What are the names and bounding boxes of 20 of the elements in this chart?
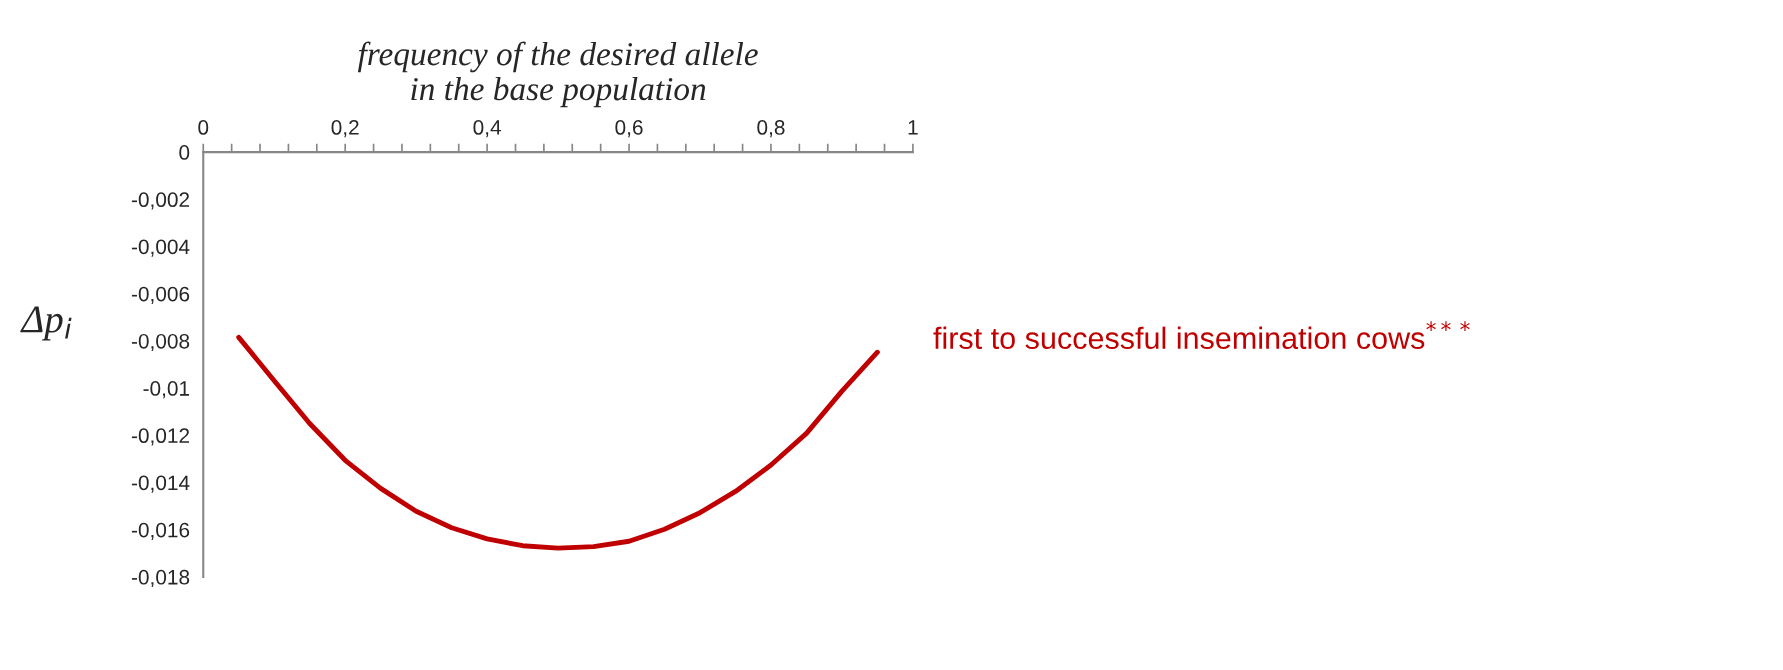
x-tick-label: 1 xyxy=(908,120,918,135)
y-axis-title: Δp$_{i}$ xyxy=(20,306,72,341)
x-axis-title: frequency of the desired allele in the base population xyxy=(357,41,758,108)
series-label: first to successful insemination cows$^{***}$ xyxy=(933,321,1470,350)
x-tick-label: 0,6 xyxy=(615,120,643,138)
y-tick-label: 0 xyxy=(179,145,190,160)
x-tick-label: 0,2 xyxy=(331,120,359,138)
x-tick-label: 0,4 xyxy=(473,120,501,138)
y-tick-label: -0,012 xyxy=(131,428,190,446)
y-tick-label: -0,01 xyxy=(143,381,190,399)
y-tick-label: -0,008 xyxy=(131,333,190,352)
y-tick-label: -0,016 xyxy=(131,522,190,540)
x-tick-label: 0 xyxy=(198,120,209,135)
line-series xyxy=(236,334,880,551)
y-tick-label: -0,004 xyxy=(131,239,190,257)
x-tick-label: 0,8 xyxy=(757,120,785,138)
y-tick-label: -0,002 xyxy=(131,192,190,210)
y-tick-label: -0,006 xyxy=(131,286,190,304)
y-tick-label: -0,014 xyxy=(131,475,190,493)
y-tick-label: -0,018 xyxy=(131,569,190,588)
